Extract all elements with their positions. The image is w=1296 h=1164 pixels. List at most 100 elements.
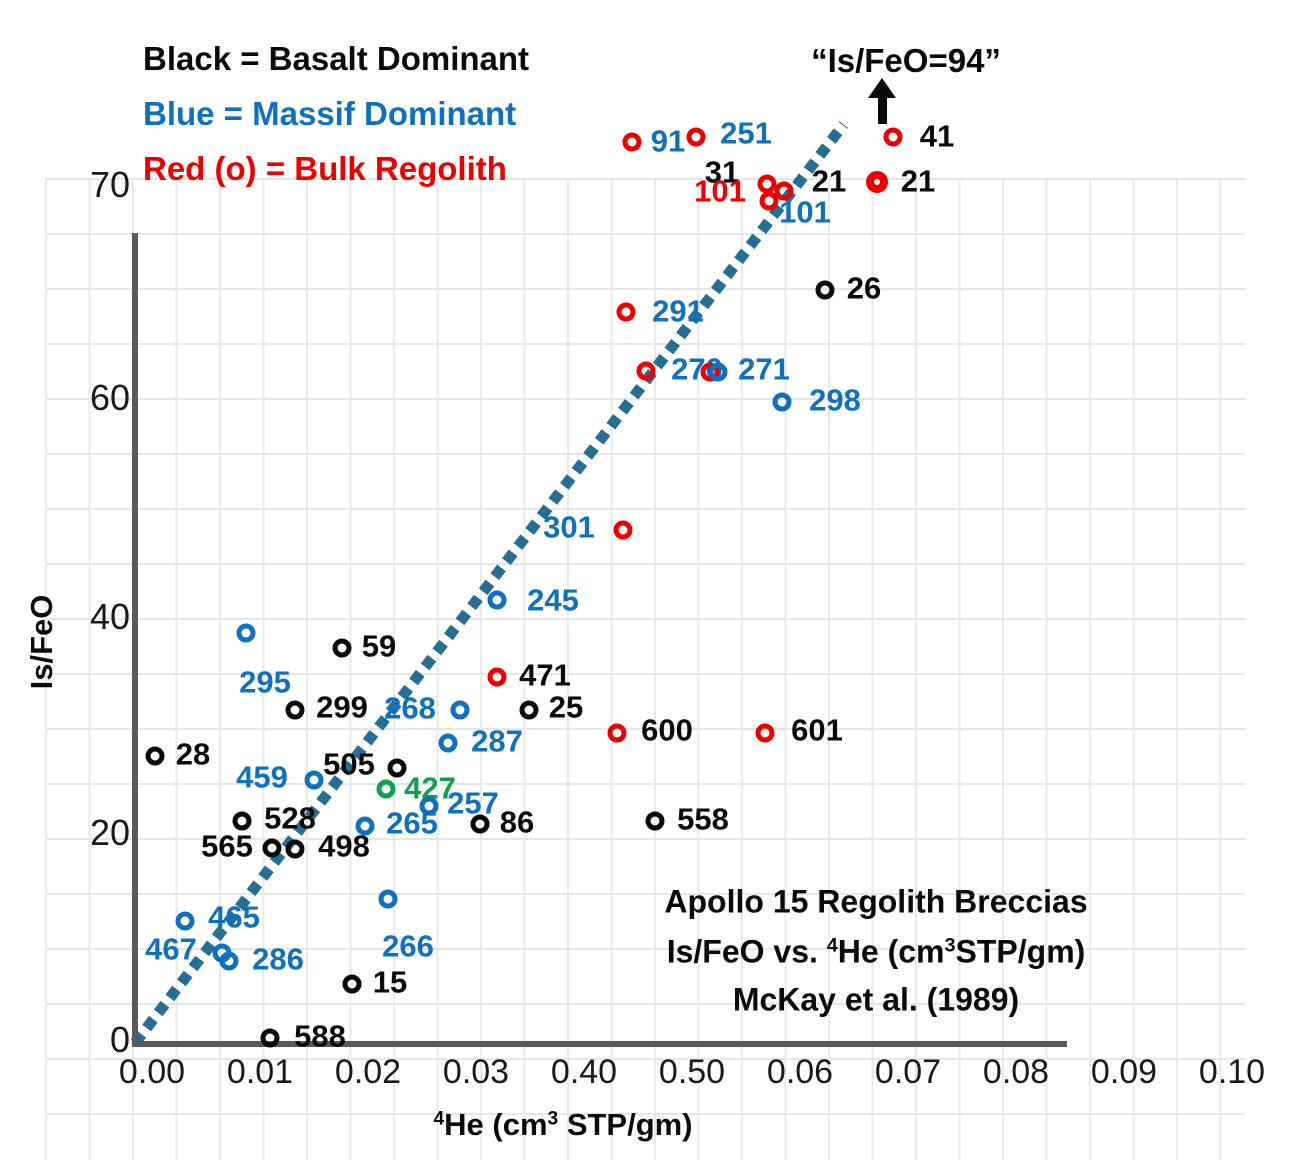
point-marker-25 [519,700,539,720]
point-label-15: 15 [372,964,408,1000]
point-label-257: 257 [447,785,499,821]
x-tick-0.02: 0.02 [334,1053,402,1091]
annotation-title: Apollo 15 Regolith Breccias [664,883,1088,920]
annotation-superscript-3: 3 [944,934,956,957]
annotation-subtitle-tail: STP/gm) [955,933,1086,970]
x-title-superscript-3: 3 [547,1108,559,1130]
point-label-465: 465 [208,899,260,935]
point-label-21-left: 21 [811,163,847,199]
trendline-callout-label: “Is/FeO=94” [811,42,1001,79]
point-label-101-blue: 101 [779,194,831,230]
annotation-source: McKay et al. (1989) [732,981,1020,1018]
y-axis-title: Is/FeO [24,594,59,690]
point-label-291: 291 [652,293,704,329]
x-axis-title: 4He (cm3 STP/gm) [433,1107,692,1143]
point-marker-565 [262,838,282,858]
point-marker-588 [260,1028,280,1048]
x-tick-0.06: 0.06 [766,1053,834,1091]
point-marker-15 [342,974,362,994]
point-marker-558 [645,811,665,831]
point-marker-cluster-o-3 [759,191,779,211]
point-label-565: 565 [201,828,253,864]
x-tick-0.03: 0.03 [442,1053,510,1091]
up-arrow-shaft [878,96,887,124]
point-marker-291 [616,302,636,322]
point-marker-251 [686,127,706,147]
point-label-601: 601 [791,712,843,748]
point-marker-21-right [866,171,888,193]
point-label-271: 271 [738,351,790,387]
legend-item-blue: Blue = Massif Dominant [143,95,517,132]
point-marker-257 [419,796,439,816]
point-marker-601 [755,723,775,743]
point-marker-cluster-o-2 [774,181,794,201]
point-marker-427 [376,779,396,799]
point-marker-28 [145,746,165,766]
point-marker-91 [622,132,642,152]
point-marker-295 [236,623,256,643]
point-marker-465 [175,911,195,931]
point-label-41: 41 [919,118,955,154]
point-label-558: 558 [677,801,729,837]
up-arrow-icon [868,78,896,98]
point-label-25: 25 [548,689,584,725]
point-label-91: 91 [650,123,686,159]
y-tick-40: 40 [89,596,130,637]
point-label-245: 245 [527,582,579,618]
point-marker-498 [285,839,305,859]
point-marker-268 [450,700,470,720]
annotation-subtitle-text: Is/FeO vs. [666,933,827,970]
point-marker-298 [772,392,792,412]
legend-item-black: Black = Basalt Dominant [143,40,530,77]
x-tick-0.09: 0.09 [1090,1053,1158,1091]
point-marker-505 [387,758,407,778]
x-tick-0.08: 0.08 [982,1053,1050,1091]
point-marker-459 [304,770,324,790]
point-label-101-red: 101 [694,173,746,209]
point-marker-265 [355,816,375,836]
point-marker-270 [636,361,656,381]
point-marker-59 [332,638,352,658]
point-label-59: 59 [361,628,397,664]
point-marker-26 [815,280,835,300]
point-label-21-right: 21 [900,163,936,199]
point-marker-287 [438,733,458,753]
point-label-498: 498 [318,828,370,864]
x-tick-0.50: 0.50 [658,1053,726,1091]
legend-item-red: Red (o) = Bulk Regolith [143,150,507,187]
point-label-471: 471 [519,657,571,693]
x-title-text-tail: STP/gm) [558,1107,693,1142]
x-tick-0.10: 0.10 [1198,1053,1266,1091]
point-marker-301 [613,520,633,540]
point-marker-41 [883,127,903,147]
x-tick-0.00: 0.00 [118,1053,186,1091]
point-marker-271 [708,362,728,382]
x-tick-0.07: 0.07 [874,1053,942,1091]
point-marker-cluster-o-1 [757,174,777,194]
point-label-467: 467 [145,931,197,967]
x-tick-0.40: 0.40 [550,1053,618,1091]
point-marker-245 [487,590,507,610]
point-marker-528 [232,811,252,831]
point-label-31: 31 [704,154,740,190]
point-label-28: 28 [175,736,211,772]
annotation-superscript-4: 4 [826,934,838,957]
point-label-505: 505 [323,746,375,782]
point-label-299: 299 [316,689,368,725]
point-marker-299 [285,700,305,720]
point-label-268: 268 [384,690,436,726]
point-label-600: 600 [641,712,693,748]
point-label-287: 287 [471,723,523,759]
x-title-superscript-4: 4 [433,1108,445,1130]
annotation-subtitle: Is/FeO vs. 4He (cm3STP/gm) [667,934,1086,971]
x-axis-line [132,1041,1067,1047]
point-label-298: 298 [809,382,861,418]
x-title-text: He (cm [444,1107,548,1142]
point-marker-266 [378,889,398,909]
annotation-subtitle-mid: He (cm [837,933,945,970]
y-tick-70: 70 [89,164,130,205]
y-tick-20: 20 [89,812,130,853]
point-label-528: 528 [264,800,316,836]
point-label-588: 588 [294,1018,346,1054]
